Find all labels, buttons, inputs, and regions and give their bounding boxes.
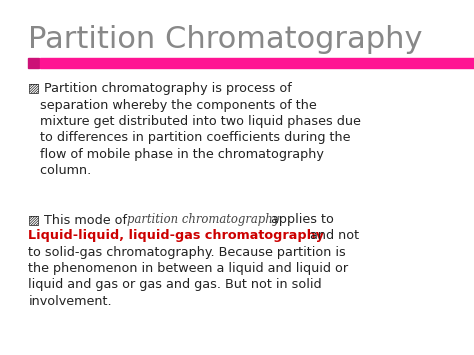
Text: flow of mobile phase in the chromatography: flow of mobile phase in the chromatograp…: [28, 148, 324, 161]
Text: Partition Chromatography: Partition Chromatography: [28, 25, 423, 54]
Text: the phenomenon in between a liquid and liquid or: the phenomenon in between a liquid and l…: [28, 262, 348, 275]
Text: partition chromatography: partition chromatography: [127, 213, 279, 226]
Text: applies to: applies to: [267, 213, 334, 226]
Text: and not: and not: [306, 229, 359, 242]
Text: Liquid-liquid, liquid-gas chromatography: Liquid-liquid, liquid-gas chromatography: [28, 229, 324, 242]
Text: liquid and gas or gas and gas. But not in solid: liquid and gas or gas and gas. But not i…: [28, 278, 322, 291]
Text: to solid-gas chromatography. Because partition is: to solid-gas chromatography. Because par…: [28, 246, 346, 259]
Text: to differences in partition coefficients during the: to differences in partition coefficients…: [28, 131, 351, 144]
Text: mixture get distributed into two liquid phases due: mixture get distributed into two liquid …: [28, 115, 361, 128]
Text: ▨ This mode of: ▨ This mode of: [28, 213, 131, 226]
Bar: [40, 58, 474, 68]
Text: ▨ Partition chromatography is process of: ▨ Partition chromatography is process of: [28, 82, 292, 95]
Text: column.: column.: [28, 164, 91, 177]
Text: separation whereby the components of the: separation whereby the components of the: [28, 99, 317, 112]
Text: involvement.: involvement.: [28, 295, 112, 308]
Bar: [28, 58, 39, 68]
